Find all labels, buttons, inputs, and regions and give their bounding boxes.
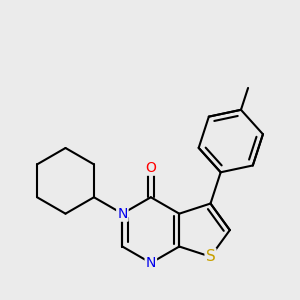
Text: O: O	[146, 161, 156, 175]
Text: S: S	[206, 249, 215, 264]
Text: N: N	[146, 256, 156, 270]
Text: N: N	[117, 207, 128, 221]
